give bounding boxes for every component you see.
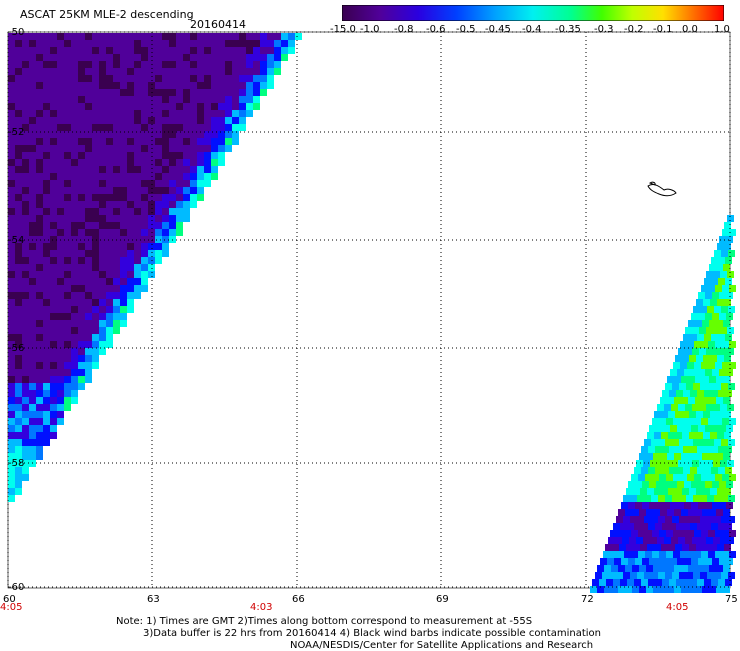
lon-label: 66 [292, 594, 305, 605]
time-label: 4:05 [0, 602, 22, 613]
lon-label: 75 [725, 594, 738, 605]
colorbar-label: -15.0 [330, 24, 356, 35]
graticule [7, 31, 731, 588]
time-label: 4:03 [250, 602, 272, 613]
swath-east [590, 215, 736, 593]
chart-date: 20160414 [190, 18, 246, 31]
chart-title: ASCAT 25KM MLE-2 descending [20, 8, 194, 21]
footer-note-1: Note: 1) Times are GMT 2)Times along bot… [116, 616, 533, 627]
swath-west [8, 33, 302, 502]
colorbar-label: -1.0 [360, 24, 380, 35]
colorbar-label: -0.3 [594, 24, 614, 35]
colorbar-label: -0.4 [522, 24, 542, 35]
lat-label: -52 [8, 127, 24, 138]
time-label: 4:05 [666, 602, 688, 613]
colorbar-label: 1.0 [714, 24, 730, 35]
island-outline [647, 181, 677, 197]
lat-label: -58 [8, 458, 24, 469]
colorbar-label: -0.45 [485, 24, 511, 35]
lat-label: -54 [8, 235, 24, 246]
lon-label: 63 [147, 594, 160, 605]
colorbar-label: -0.1 [653, 24, 673, 35]
colorbar-label: 0.0 [682, 24, 698, 35]
colorbar-label: -0.35 [555, 24, 581, 35]
colorbar-label: -0.6 [426, 24, 446, 35]
colorbar-label: -0.5 [456, 24, 476, 35]
footer-note-2: 3)Data buffer is 22 hrs from 20160414 4)… [143, 628, 601, 639]
lon-label: 60 [3, 594, 16, 605]
colorbar [342, 5, 724, 21]
colorbar-label: -0.2 [624, 24, 644, 35]
lon-label: 69 [436, 594, 449, 605]
lat-label: -56 [8, 343, 24, 354]
colorbar-label: -0.8 [394, 24, 414, 35]
lat-label: -60 [8, 582, 24, 593]
lat-label: -50 [8, 27, 24, 38]
lon-label: 72 [581, 594, 594, 605]
footer-credit: NOAA/NESDIS/Center for Satellite Applica… [290, 640, 594, 651]
colorbar-labels: -15.0 -1.0 -0.8 -0.6 -0.5 -0.45 -0.4 -0.… [330, 24, 730, 36]
